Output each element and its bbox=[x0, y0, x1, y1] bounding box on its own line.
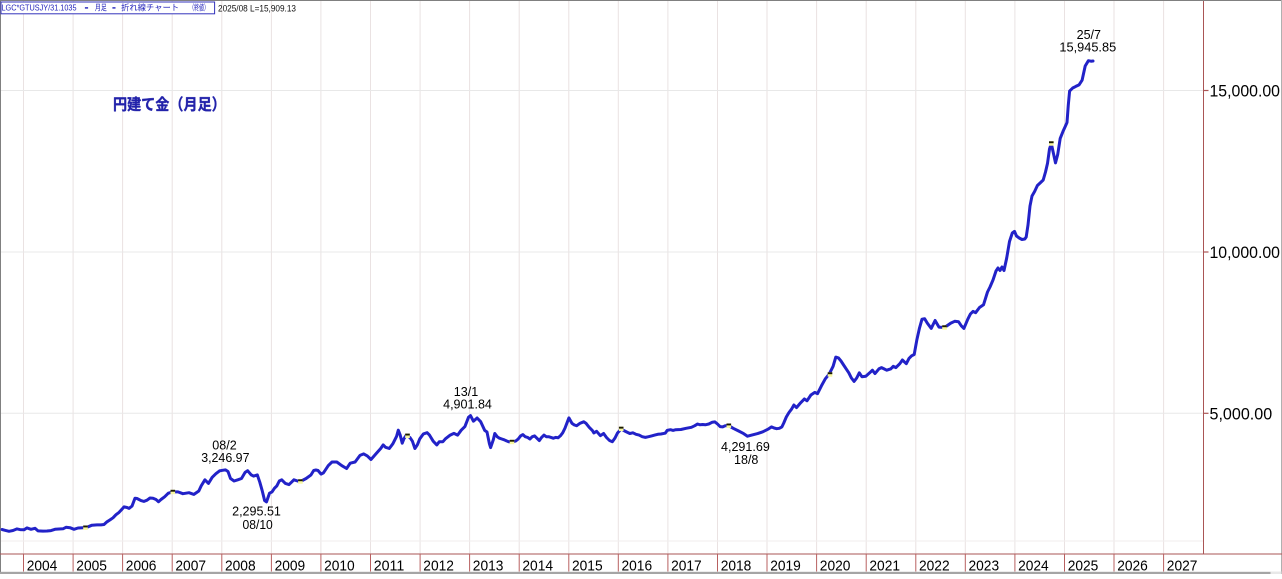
svg-text:2022: 2022 bbox=[919, 557, 950, 574]
svg-text:2005: 2005 bbox=[76, 557, 107, 574]
svg-text:2007: 2007 bbox=[175, 557, 206, 574]
svg-text:5,000.00: 5,000.00 bbox=[1210, 404, 1273, 423]
svg-text:LGC*GTUSJY/31.1035: LGC*GTUSJY/31.1035 bbox=[2, 3, 77, 13]
svg-text:2,295.51: 2,295.51 bbox=[232, 504, 281, 519]
svg-text:2026: 2026 bbox=[1117, 557, 1148, 574]
svg-text:2020: 2020 bbox=[820, 557, 851, 574]
svg-text:2011: 2011 bbox=[374, 557, 405, 574]
svg-text:2016: 2016 bbox=[622, 557, 653, 574]
svg-text:2017: 2017 bbox=[671, 557, 702, 574]
svg-text:2006: 2006 bbox=[126, 557, 157, 574]
svg-text:4,901.84: 4,901.84 bbox=[443, 397, 492, 412]
svg-text:13/1: 13/1 bbox=[454, 384, 478, 399]
svg-text:15,945.85: 15,945.85 bbox=[1059, 39, 1116, 54]
svg-text:2015: 2015 bbox=[572, 557, 603, 574]
svg-text:2023: 2023 bbox=[969, 557, 1000, 574]
svg-text:2019: 2019 bbox=[770, 557, 801, 574]
svg-text:2008: 2008 bbox=[225, 557, 256, 574]
svg-text:2018: 2018 bbox=[721, 557, 752, 574]
svg-text:15,000.00: 15,000.00 bbox=[1210, 82, 1281, 101]
svg-text:18/8: 18/8 bbox=[734, 452, 758, 467]
svg-text:25/7: 25/7 bbox=[1077, 27, 1101, 42]
svg-text:2004: 2004 bbox=[27, 557, 58, 574]
svg-text:08/10: 08/10 bbox=[243, 517, 273, 532]
svg-text:2025: 2025 bbox=[1068, 557, 1099, 574]
svg-text:2012: 2012 bbox=[423, 557, 454, 574]
svg-text:10,000.00: 10,000.00 bbox=[1210, 243, 1281, 262]
svg-text:2010: 2010 bbox=[324, 557, 355, 574]
svg-text:2013: 2013 bbox=[473, 557, 504, 574]
svg-text:2021: 2021 bbox=[869, 557, 900, 574]
svg-text:08/2: 08/2 bbox=[212, 437, 236, 452]
svg-text:2009: 2009 bbox=[275, 557, 306, 574]
svg-text:2025/08 L=15,909.13: 2025/08 L=15,909.13 bbox=[218, 3, 296, 14]
svg-text:4,291.69: 4,291.69 bbox=[721, 439, 770, 454]
svg-text:3,246.97: 3,246.97 bbox=[201, 450, 249, 465]
svg-text:2014: 2014 bbox=[522, 557, 553, 574]
svg-text:2027: 2027 bbox=[1167, 557, 1198, 574]
svg-text:2024: 2024 bbox=[1018, 557, 1049, 574]
